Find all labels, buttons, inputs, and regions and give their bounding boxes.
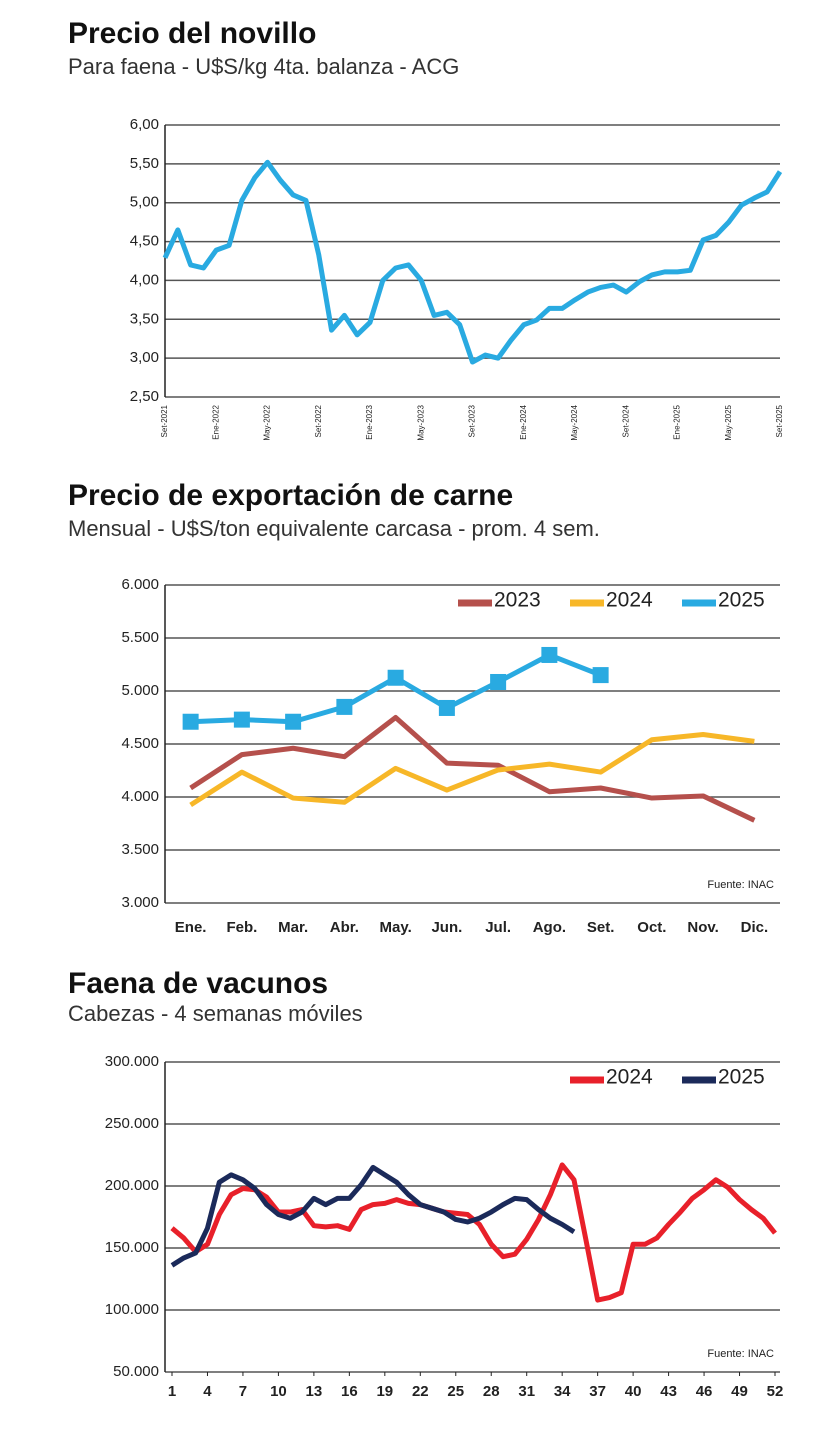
legend-label: 2025	[718, 1066, 765, 1089]
x-tick-label: 37	[589, 1383, 606, 1400]
x-tick-label: 13	[306, 1383, 323, 1400]
y-tick-label: 250.000	[105, 1115, 159, 1132]
x-tick-label: Ene-2022	[211, 404, 220, 439]
x-tick-label: Mar.	[278, 919, 308, 936]
chart-title: Precio de exportación de carne	[68, 479, 513, 512]
x-tick-label: Set.	[587, 919, 615, 936]
y-tick-label: 6,00	[130, 116, 159, 133]
y-tick-label: 3,50	[130, 310, 159, 327]
x-tick-label: 28	[483, 1383, 500, 1400]
y-tick-label: 5.000	[121, 682, 159, 699]
point-marker	[182, 713, 199, 730]
y-tick-label: 5.500	[121, 629, 159, 646]
x-tick-label: Ene-2025	[673, 404, 682, 439]
x-tick-label: May-2024	[570, 404, 579, 440]
x-tick-label: 34	[554, 1383, 571, 1400]
point-marker	[285, 713, 302, 730]
x-tick-label: 46	[696, 1383, 713, 1400]
x-tick-label: May-2022	[263, 404, 272, 440]
x-tick-label: Set-2023	[468, 404, 477, 437]
source-note: Fuente: INAC	[707, 879, 774, 891]
x-tick-label: Abr.	[330, 919, 359, 936]
y-tick-label: 4,50	[130, 233, 159, 250]
series-line	[189, 715, 756, 823]
chart-subtitle: Mensual - U$S/ton equivalente carcasa - …	[68, 516, 600, 541]
series-line	[162, 159, 783, 365]
chart-subtitle: Cabezas - 4 semanas móviles	[68, 1001, 363, 1026]
series-line	[170, 1164, 576, 1268]
y-tick-label: 300.000	[105, 1053, 159, 1070]
x-tick-label: Ene.	[175, 919, 207, 936]
x-tick-label: Jul.	[485, 919, 511, 936]
x-tick-label: May.	[380, 919, 412, 936]
source-note: Fuente: INAC	[707, 1348, 774, 1360]
y-tick-label: 4,00	[130, 271, 159, 288]
legend-label: 2025	[718, 589, 765, 612]
x-tick-label: 25	[447, 1383, 464, 1400]
y-tick-label: 50.000	[113, 1363, 159, 1380]
x-tick-label: 22	[412, 1383, 429, 1400]
y-tick-label: 3.000	[121, 894, 159, 911]
y-tick-label: 200.000	[105, 1177, 159, 1194]
y-tick-label: 3,00	[130, 349, 159, 366]
x-tick-label: Ene-2024	[519, 404, 528, 439]
x-tick-label: 43	[660, 1383, 677, 1400]
point-marker	[233, 711, 250, 728]
chart-title: Faena de vacunos	[68, 967, 328, 1000]
x-tick-label: Ene-2023	[365, 404, 374, 439]
x-tick-label: Feb.	[226, 919, 257, 936]
x-tick-label: Nov.	[687, 919, 718, 936]
x-tick-label: 40	[625, 1383, 642, 1400]
y-tick-label: 2,50	[130, 388, 159, 405]
series-line	[189, 731, 755, 808]
y-tick-label: 3.500	[121, 841, 159, 858]
x-tick-label: Set-2024	[621, 404, 630, 437]
series-line	[190, 652, 602, 725]
point-marker	[387, 669, 404, 686]
x-tick-label: Set-2022	[314, 404, 323, 437]
y-tick-label: 5,00	[130, 194, 159, 211]
x-tick-label: 4	[203, 1383, 212, 1400]
x-tick-label: Oct.	[637, 919, 666, 936]
x-tick-label: Set-2021	[160, 404, 169, 437]
x-tick-label: Ago.	[533, 919, 566, 936]
y-tick-label: 4.000	[121, 788, 159, 805]
y-tick-label: 5,50	[130, 155, 159, 172]
legend-label: 2023	[494, 589, 541, 612]
x-tick-label: 1	[168, 1383, 176, 1400]
y-tick-label: 6.000	[121, 576, 159, 593]
x-tick-label: May-2023	[416, 404, 425, 440]
x-tick-label: 7	[239, 1383, 247, 1400]
x-tick-label: 19	[376, 1383, 393, 1400]
point-marker	[592, 667, 609, 684]
y-tick-label: 150.000	[105, 1239, 159, 1256]
x-tick-label: Set-2025	[775, 404, 784, 437]
point-marker	[541, 646, 558, 663]
legend-label: 2024	[606, 1066, 653, 1089]
point-marker	[438, 699, 455, 716]
point-marker	[336, 698, 353, 715]
x-tick-label: 52	[767, 1383, 784, 1400]
y-tick-label: 4.500	[121, 735, 159, 752]
x-tick-label: Dic.	[741, 919, 769, 936]
point-marker	[490, 673, 507, 690]
y-tick-label: 100.000	[105, 1301, 159, 1318]
x-tick-label: Jun.	[431, 919, 462, 936]
x-tick-label: 10	[270, 1383, 287, 1400]
x-tick-label: 16	[341, 1383, 358, 1400]
x-tick-label: 31	[518, 1383, 535, 1400]
chart-subtitle: Para faena - U$S/kg 4ta. balanza - ACG	[68, 54, 459, 79]
x-tick-label: 49	[731, 1383, 748, 1400]
legend-label: 2024	[606, 589, 653, 612]
series-line	[170, 1162, 777, 1303]
chart-title: Precio del novillo	[68, 17, 316, 50]
x-tick-label: May-2025	[724, 404, 733, 440]
